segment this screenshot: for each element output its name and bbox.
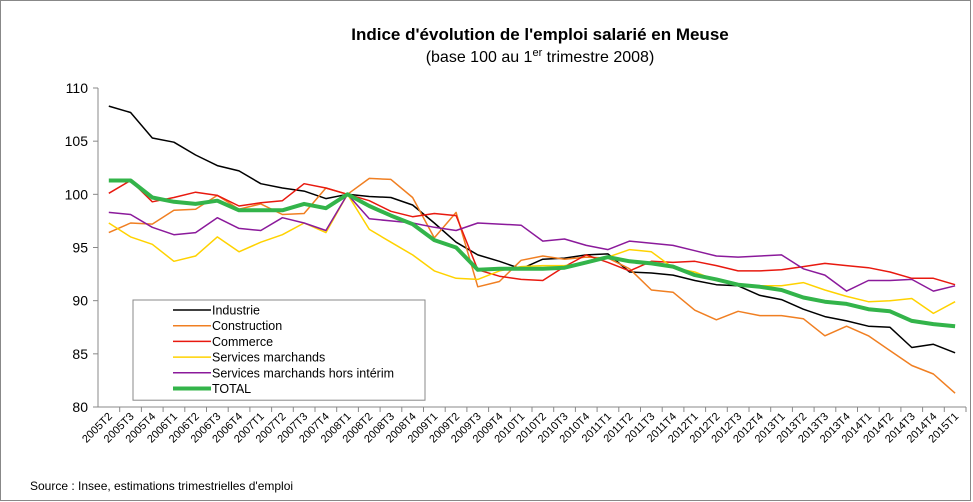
legend-label: Construction xyxy=(212,319,282,333)
y-tick-label: 105 xyxy=(65,133,89,149)
subtitle-part: (base 100 au 1 xyxy=(426,49,533,66)
subtitle-part: trimestre 2008) xyxy=(542,49,654,66)
chart-subtitle: (base 100 au 1er trimestre 2008) xyxy=(426,47,655,66)
series-line xyxy=(108,179,956,286)
y-tick-label: 95 xyxy=(72,240,88,256)
y-tick-label: 85 xyxy=(72,346,88,362)
y-tick-label: 80 xyxy=(72,399,88,415)
legend-label: Industrie xyxy=(212,304,260,318)
series-line xyxy=(108,105,956,354)
source: Source : Insee, estimations trimestriell… xyxy=(30,479,293,493)
series-line xyxy=(108,193,956,315)
series-line xyxy=(108,178,956,329)
subtitle-part: er xyxy=(532,47,542,59)
legend-label: TOTAL xyxy=(212,382,251,396)
series-line xyxy=(108,193,956,292)
chart-title: Indice d'évolution de l'emploi salarié e… xyxy=(351,25,728,44)
legend-box xyxy=(132,299,426,401)
series-line xyxy=(108,177,956,394)
legend-label: Services marchands xyxy=(212,351,325,365)
y-tick-label: 110 xyxy=(66,80,89,96)
legend-label: Commerce xyxy=(212,335,273,349)
y-tick-label: 100 xyxy=(65,186,89,202)
y-tick-label: 90 xyxy=(72,293,88,309)
legend-label: Services marchands hors intérim xyxy=(212,366,394,380)
